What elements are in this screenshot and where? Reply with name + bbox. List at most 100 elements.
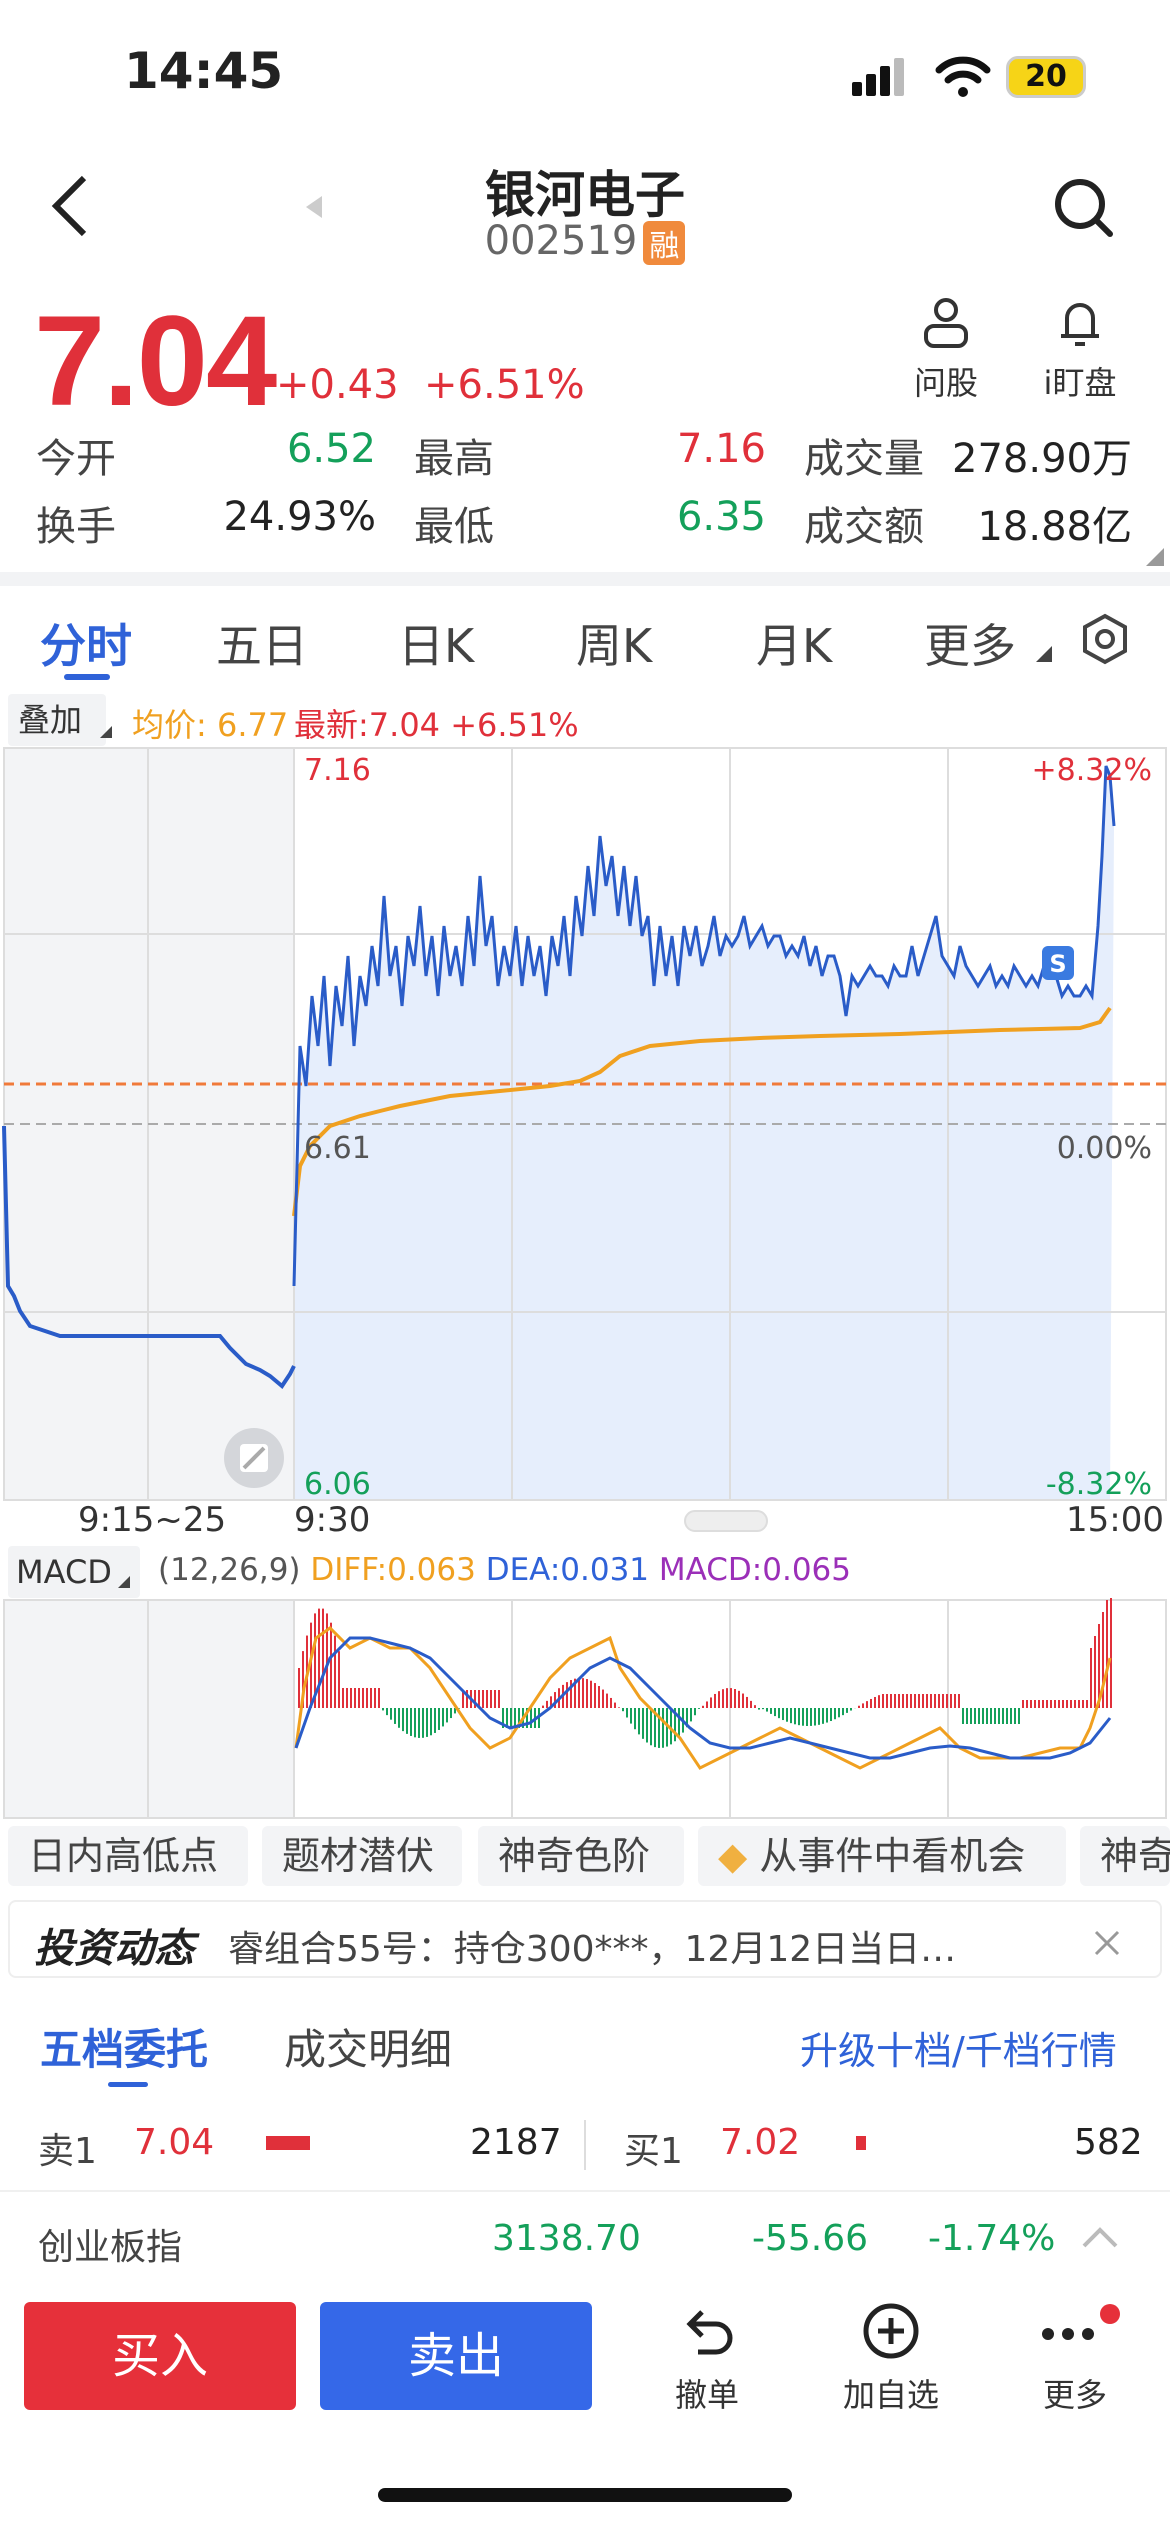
index-percent: -1.74% (928, 2218, 1056, 2259)
index-strip[interactable] (0, 2190, 1170, 2286)
macd-bar (462, 1690, 464, 1708)
macd-bar (506, 1708, 508, 1728)
macd-bar (990, 1708, 992, 1724)
macd-bar (1066, 1700, 1068, 1708)
macd-bar (486, 1690, 488, 1708)
search-icon[interactable] (1052, 176, 1116, 240)
macd-bar (1070, 1700, 1072, 1708)
chevron-up-icon[interactable] (1080, 2226, 1120, 2250)
tab-2[interactable]: 日K (398, 619, 475, 673)
macd-bar (822, 1708, 824, 1724)
diamond-icon: ◆ (718, 1834, 760, 1878)
macd-bar (986, 1708, 988, 1724)
macd-selector[interactable]: MACD (8, 1546, 140, 1598)
tab-trade-detail[interactable]: 成交明细 (284, 2025, 453, 2074)
add-watchlist-label: 加自选 (842, 2376, 939, 2414)
tab-0[interactable]: 分时 (40, 619, 132, 673)
macd-bar (1018, 1708, 1020, 1724)
stat-label: 今开 (36, 436, 116, 482)
macd-bar (646, 1708, 648, 1743)
macd-bar (490, 1690, 492, 1708)
index-change: -55.66 (752, 2218, 869, 2259)
macd-bar (730, 1688, 732, 1708)
macd-bar (606, 1693, 608, 1708)
close-icon[interactable] (1092, 1928, 1122, 1958)
macd-bar (514, 1708, 516, 1728)
macd-bar (1022, 1700, 1024, 1708)
macd-bar (1054, 1700, 1056, 1708)
macd-chart[interactable] (0, 1598, 1170, 1820)
chip-3[interactable]: ◆ 从事件中看机会 (698, 1826, 1066, 1886)
macd-bar (862, 1703, 864, 1708)
tab-five-levels[interactable]: 五档委托 (40, 2025, 209, 2074)
stat-value: 24.93% (223, 494, 376, 540)
sell1-price: 7.04 (134, 2122, 215, 2163)
sell-button[interactable]: 卖出 (320, 2302, 592, 2410)
news-banner[interactable] (8, 1900, 1162, 1978)
macd-bar (626, 1708, 628, 1718)
macd-border (3, 1599, 1167, 1819)
macd-bar (698, 1708, 700, 1709)
macd-bar (430, 1708, 432, 1736)
sell-marker[interactable] (1042, 946, 1074, 980)
cancel-order-button[interactable]: 撤单 (632, 2300, 782, 2416)
macd-bar (1106, 1600, 1108, 1708)
macd-bar (1006, 1708, 1008, 1724)
macd-bar (834, 1708, 836, 1720)
expand-corner-icon[interactable] (1146, 548, 1164, 566)
scroll-handle[interactable] (684, 1510, 768, 1532)
chip-0[interactable]: 日内高低点 (8, 1826, 248, 1886)
tab-1[interactable]: 五日 (216, 619, 308, 673)
macd-bar (1098, 1624, 1100, 1708)
macd-bar (690, 1708, 692, 1722)
buy-button[interactable]: 买入 (24, 2302, 296, 2410)
ask-stock-button[interactable]: 问股 (886, 296, 1006, 404)
back-button[interactable] (44, 170, 104, 240)
add-watchlist-button[interactable]: 加自选 (816, 2300, 966, 2416)
macd-bar (1094, 1636, 1096, 1708)
macd-bar (394, 1708, 396, 1724)
person-icon (924, 298, 968, 348)
more-button[interactable]: 更多 (1000, 2300, 1150, 2416)
macd-bar (674, 1708, 676, 1742)
chip-label: 从事件中看机会 (759, 1834, 1026, 1878)
intraday-chart[interactable]: S 7.16 +8.32% 6.61 0.00% 6.06 -8.32% (0, 746, 1170, 1506)
time-pre-market: 9:15~25 (78, 1500, 227, 1540)
more-dropdown-icon[interactable] (1036, 646, 1052, 662)
mid-price-label: 6.61 (304, 1131, 371, 1166)
macd-bar (398, 1708, 400, 1728)
chip-1[interactable]: 题材潜伏 (262, 1826, 462, 1886)
watch-disk-button[interactable]: i盯盘 (1020, 296, 1140, 404)
macd-bar (374, 1688, 376, 1708)
sell1-volume-bar (266, 2136, 310, 2150)
news-text: 睿组合55号：持仓300***，12月12日当日… (228, 1929, 957, 1970)
edit-chart-button[interactable] (224, 1428, 284, 1488)
macd-bar (706, 1701, 708, 1708)
overlay-button[interactable]: 叠加 (8, 694, 107, 746)
tab-4[interactable]: 月K (756, 619, 833, 673)
time-open: 9:30 (294, 1500, 371, 1540)
macd-bar (838, 1708, 840, 1718)
tab-3[interactable]: 周K (576, 619, 653, 673)
bell-icon (1061, 303, 1099, 346)
settings-hexagon-icon[interactable] (1078, 612, 1132, 666)
low-price-label: 6.06 (304, 1467, 371, 1502)
prev-stock-icon[interactable] (302, 192, 326, 222)
tab-5[interactable]: 更多 (924, 619, 1016, 673)
macd-bar (474, 1690, 476, 1708)
chip-4[interactable]: 神奇 (1080, 1826, 1170, 1886)
macd-bar (1058, 1700, 1060, 1708)
upgrade-link[interactable]: 升级十档/千档行情 (800, 2029, 1117, 2073)
home-indicator[interactable] (378, 2488, 792, 2502)
macd-bar (1046, 1700, 1048, 1708)
time-close: 15:00 (1066, 1500, 1164, 1540)
macd-bar (710, 1697, 712, 1708)
chip-2[interactable]: 神奇色阶 (478, 1826, 684, 1886)
macd-bar (454, 1708, 456, 1714)
macd-bar (866, 1701, 868, 1708)
macd-bar (1034, 1700, 1036, 1708)
macd-bar (630, 1708, 632, 1724)
macd-bar (942, 1694, 944, 1708)
macd-value: MACD:0.065 (658, 1552, 851, 1588)
macd-bar (962, 1708, 964, 1724)
